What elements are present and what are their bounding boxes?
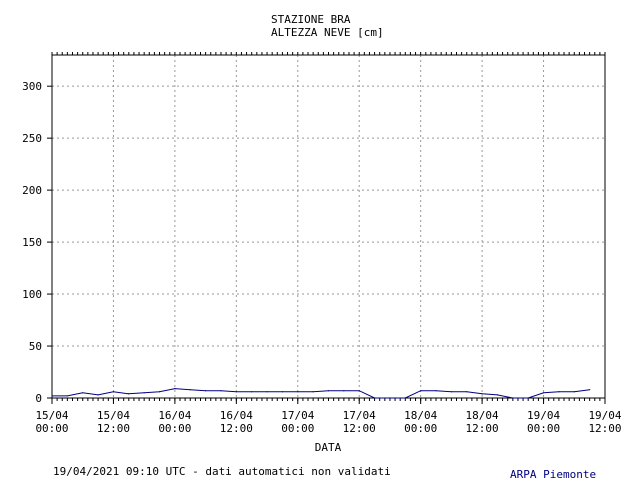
x-tick-label-date: 15/04 [35, 409, 68, 422]
data-point [297, 391, 299, 393]
x-tick-label-time: 12:00 [343, 422, 376, 435]
data-point [82, 392, 84, 394]
data-point [312, 391, 314, 393]
x-tick-label-time: 12:00 [466, 422, 499, 435]
data-point [251, 391, 253, 393]
x-tick-label-date: 17/04 [343, 409, 376, 422]
y-tick-label: 100 [22, 288, 42, 301]
x-tick-label-date: 16/04 [158, 409, 191, 422]
data-point [373, 397, 376, 399]
data-point [343, 390, 345, 392]
data-point [481, 393, 483, 395]
x-tick-label-date: 16/04 [220, 409, 253, 422]
x-tick-label-date: 18/04 [466, 409, 499, 422]
x-tick-label-time: 00:00 [404, 422, 437, 435]
data-point [512, 397, 514, 399]
x-tick-label-date: 19/04 [588, 409, 621, 422]
data-point [358, 390, 360, 392]
series-line [52, 388, 590, 399]
plot-frame [51, 54, 606, 399]
x-tick-label-date: 19/04 [527, 409, 560, 422]
chart-subtitle: ALTEZZA NEVE [cm] [271, 26, 384, 39]
data-point [112, 391, 115, 393]
data-point [143, 392, 145, 394]
data-point [527, 397, 529, 399]
chart-title: STAZIONE BRA [271, 13, 351, 26]
brand-label: ARPA Piemonte [510, 468, 597, 481]
data-point [466, 391, 468, 393]
data-point [128, 393, 130, 395]
data-point [189, 389, 191, 391]
data-point [573, 391, 575, 393]
data-point [51, 395, 53, 397]
data-point [496, 394, 499, 396]
x-tick-label-date: 17/04 [281, 409, 314, 422]
data-point [389, 397, 391, 399]
data-point [327, 390, 330, 392]
data-point [174, 388, 176, 390]
data-point [235, 391, 237, 393]
x-tick-label-time: 00:00 [281, 422, 314, 435]
y-tick-label: 300 [22, 80, 42, 93]
data-point [281, 391, 284, 393]
x-tick-label-time: 00:00 [158, 422, 191, 435]
y-tick-label: 200 [22, 184, 42, 197]
data-point [205, 390, 207, 392]
y-tick-label: 50 [29, 340, 42, 353]
data-point [404, 397, 406, 399]
data-point [420, 390, 422, 392]
timestamp-note: 19/04/2021 09:10 UTC - dati automatici n… [53, 465, 391, 478]
data-point [97, 394, 99, 396]
x-tick-label-date: 18/04 [404, 409, 437, 422]
data-point [558, 391, 560, 393]
data-point [66, 395, 68, 397]
data-point [450, 391, 452, 393]
x-tick-label-time: 12:00 [97, 422, 130, 435]
data-point [266, 391, 268, 393]
data-point [220, 390, 222, 392]
x-tick-label-time: 12:00 [220, 422, 253, 435]
y-tick-label: 0 [35, 392, 42, 405]
x-tick-label-date: 15/04 [97, 409, 130, 422]
data-point [158, 391, 161, 393]
x-tick-label-time: 00:00 [35, 422, 68, 435]
x-tick-label-time: 12:00 [588, 422, 621, 435]
x-axis-label: DATA [315, 441, 342, 454]
y-tick-label: 250 [22, 132, 42, 145]
x-tick-label-time: 00:00 [527, 422, 560, 435]
data-point [542, 392, 545, 394]
y-tick-label: 150 [22, 236, 42, 249]
data-point [589, 389, 591, 391]
data-point [435, 390, 437, 392]
